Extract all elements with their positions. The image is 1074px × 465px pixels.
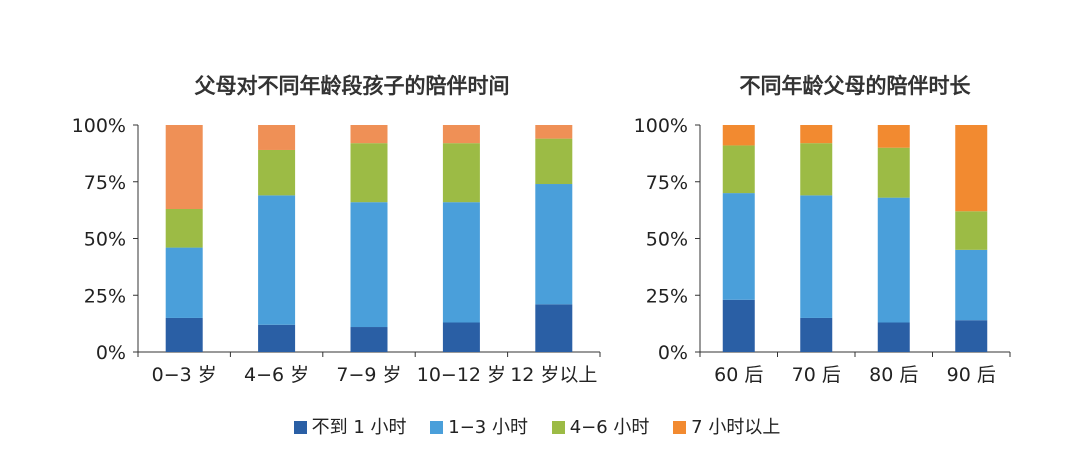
bar-segment xyxy=(258,149,296,196)
y-tick-label: 0% xyxy=(96,342,126,364)
bar-segment xyxy=(955,125,988,212)
category-label: 60 后 xyxy=(714,364,763,386)
bar-segment xyxy=(877,197,910,323)
bar-segment xyxy=(722,193,755,300)
legend-swatch xyxy=(551,421,565,434)
legend-label: 4−6 小时 xyxy=(569,417,650,438)
bar-segment xyxy=(165,317,203,352)
bar-segment xyxy=(535,125,573,139)
y-tick-label: 75% xyxy=(84,172,126,194)
bar-segment xyxy=(877,125,910,148)
bar-segment xyxy=(722,145,755,194)
y-tick-label: 100% xyxy=(72,115,126,137)
legend-label: 1−3 小时 xyxy=(448,417,528,438)
legend-item-4-6h: 4−6 小时 xyxy=(551,413,650,439)
legend-item-over-7h: 7 小时以上 xyxy=(673,413,780,439)
bar-segment xyxy=(350,125,388,144)
bar-segment xyxy=(955,320,988,352)
legend-swatch xyxy=(293,421,307,434)
legend-label: 7 小时以上 xyxy=(691,417,781,438)
y-tick-label: 100% xyxy=(634,115,688,137)
bar-segment xyxy=(442,125,480,144)
bar-segment xyxy=(165,125,203,209)
category-label: 4−6 岁 xyxy=(244,364,309,386)
bar-segment xyxy=(442,322,480,352)
legend-label: 不到 1 小时 xyxy=(311,417,407,438)
category-label: 70 后 xyxy=(792,364,841,386)
bar-segment xyxy=(722,125,755,146)
bar-segment xyxy=(535,304,573,352)
bar-segment xyxy=(800,125,833,144)
bar-segment xyxy=(258,125,296,150)
category-label: 7−9 岁 xyxy=(336,364,401,386)
category-label: 90 后 xyxy=(947,364,996,386)
bar-segment xyxy=(165,208,203,248)
bar-segment xyxy=(955,249,988,321)
legend-swatch xyxy=(430,421,444,434)
bar-segment xyxy=(165,247,203,318)
y-tick-label: 0% xyxy=(658,342,688,364)
y-tick-label: 25% xyxy=(84,285,126,307)
chart-by-parent-age: 不同年龄父母的陪伴时长 0% 25% 50% 75% 100% 60 后 70 后 80 后 9… xyxy=(634,74,1011,386)
chart-title-left: 父母对不同年龄段孩子的陪伴时间 xyxy=(195,74,510,98)
bar-segment xyxy=(350,143,388,203)
y-tick-label: 75% xyxy=(646,172,688,194)
category-label: 12 岁以上 xyxy=(510,364,597,386)
category-label: 0−3 岁 xyxy=(152,364,217,386)
bar-segment xyxy=(877,322,910,352)
chart-title-right: 不同年龄父母的陪伴时长 xyxy=(740,74,972,98)
bar-segment xyxy=(800,195,833,318)
y-tick-label: 25% xyxy=(646,285,688,307)
legend-item-1-3h: 1−3 小时 xyxy=(430,413,528,439)
category-label: 80 后 xyxy=(869,364,918,386)
bar-segment xyxy=(442,143,480,203)
bar-segment xyxy=(722,299,755,352)
bar-segment xyxy=(535,184,573,305)
legend: 不到 1 小时 1−3 小时 4−6 小时 7 小时以上 xyxy=(0,413,1074,439)
bar-segment xyxy=(877,147,910,198)
chart-by-child-age: 父母对不同年龄段孩子的陪伴时间 0% 25% 50% 75% 100% 0−3 岁 4−6 … xyxy=(72,74,601,386)
bar-segment xyxy=(955,211,988,250)
bar-segment xyxy=(535,138,573,185)
bar-segment xyxy=(258,324,296,352)
category-label: 10−12 岁 xyxy=(417,364,506,386)
legend-swatch xyxy=(673,421,687,434)
bar-segment xyxy=(350,327,388,352)
bar-segment xyxy=(800,317,833,352)
y-tick-label: 50% xyxy=(84,229,126,251)
bar-segment xyxy=(442,202,480,323)
bar-segment xyxy=(258,195,296,325)
legend-item-under-1h: 不到 1 小时 xyxy=(293,413,407,439)
y-tick-label: 50% xyxy=(646,229,688,251)
bar-segment xyxy=(350,202,388,328)
bar-segment xyxy=(800,143,833,196)
